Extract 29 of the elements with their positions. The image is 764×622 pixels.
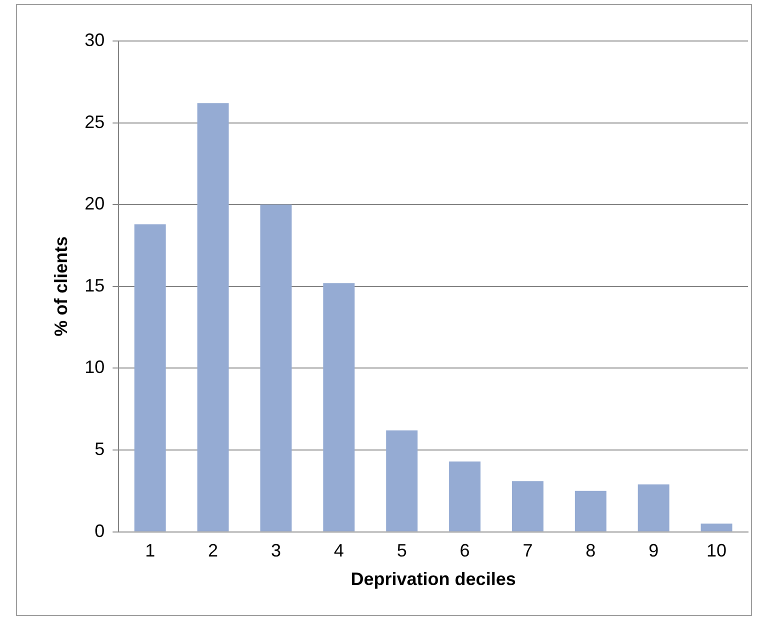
x-tick-label: 2 xyxy=(208,540,218,561)
x-tick-label: 3 xyxy=(270,540,281,561)
x-tick-label: 10 xyxy=(706,540,727,561)
bar xyxy=(638,484,670,532)
x-axis-title: Deprivation deciles xyxy=(350,569,516,590)
y-tick-label: 25 xyxy=(84,112,105,132)
y-tick-label: 20 xyxy=(84,194,105,214)
x-tick-label: 4 xyxy=(334,540,344,561)
x-tick-label: 5 xyxy=(396,540,407,561)
bar xyxy=(512,481,544,532)
y-tick-label: 30 xyxy=(84,30,105,50)
bar xyxy=(260,204,292,532)
x-tick-label: 7 xyxy=(522,540,533,561)
x-tick-label: 1 xyxy=(145,540,156,561)
x-tick-label: 8 xyxy=(586,540,596,561)
bar xyxy=(134,224,166,532)
y-tick-label: 0 xyxy=(94,520,105,541)
bar xyxy=(323,283,355,532)
y-tick-label: 10 xyxy=(84,357,105,378)
y-tick-label: 5 xyxy=(94,438,105,459)
x-tick-label: 9 xyxy=(648,540,659,561)
bar xyxy=(386,430,418,532)
bar xyxy=(574,490,606,532)
bar xyxy=(700,524,732,532)
x-tick-label: 6 xyxy=(460,540,470,561)
y-tick-label: 15 xyxy=(84,275,105,296)
y-axis-title: % of clients xyxy=(50,236,71,336)
bar xyxy=(197,103,229,532)
bar xyxy=(449,461,481,532)
